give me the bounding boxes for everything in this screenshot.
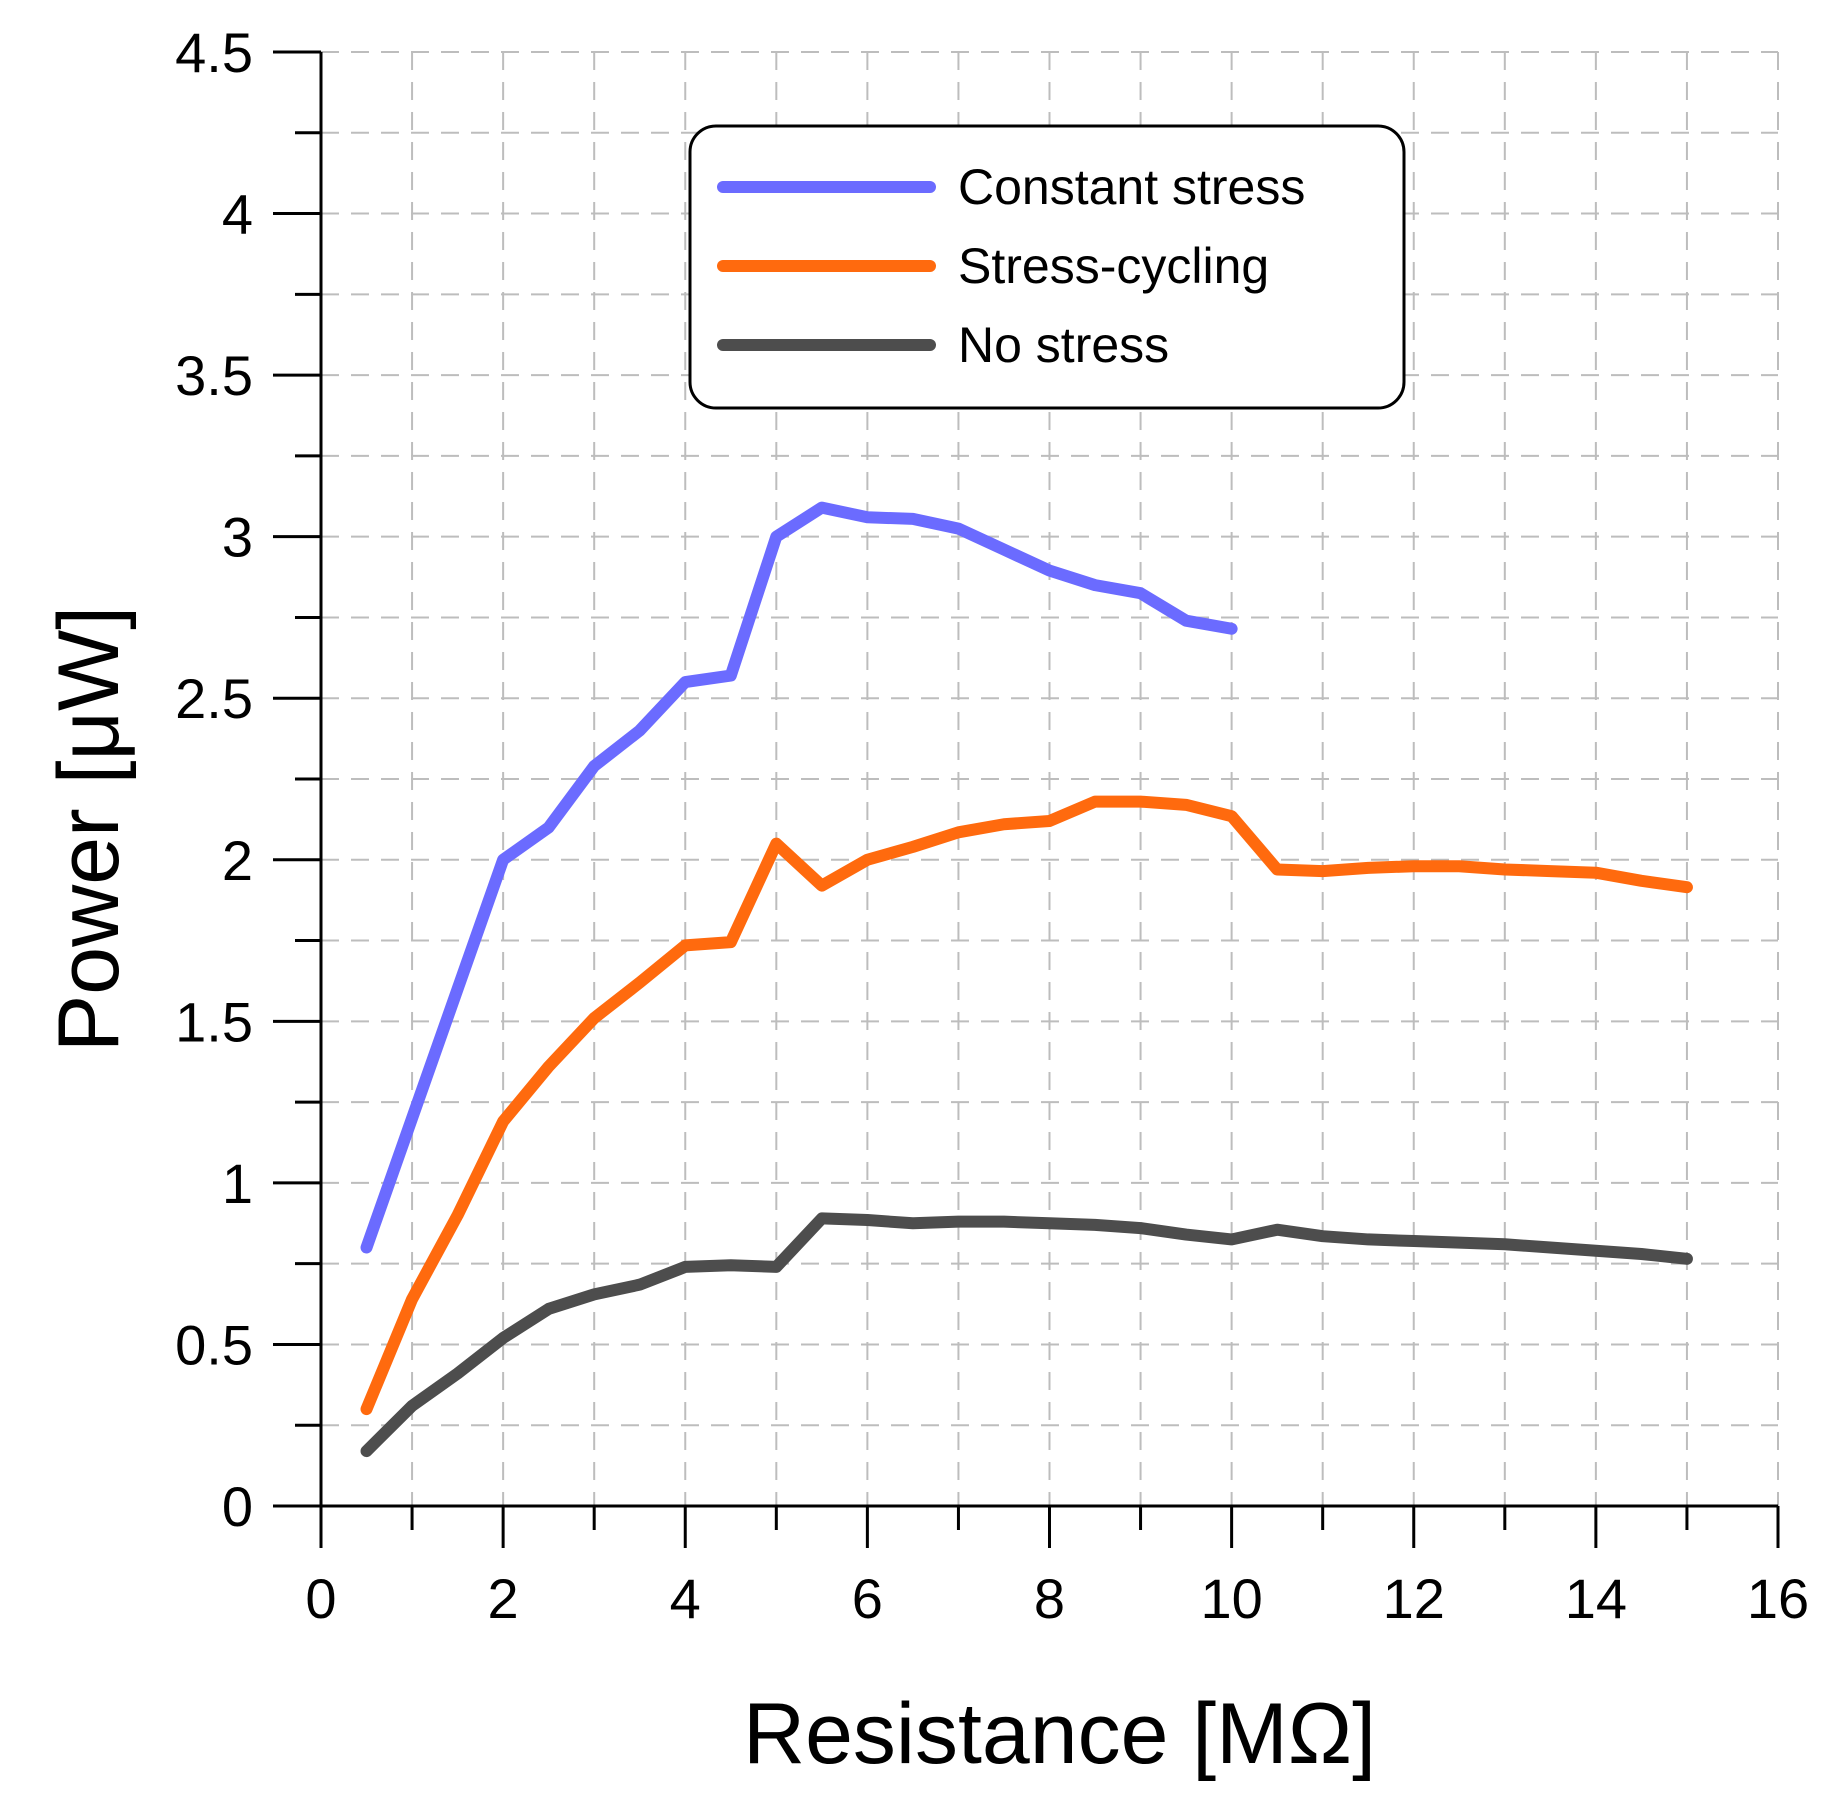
legend: Constant stress Stress-cycling No stress [688, 124, 1406, 410]
axes: 0 2 4 6 8 10 12 14 16 0 0.5 1 1.5 2 2.5 3 3.5 4 4.5 [175, 21, 1809, 1630]
legend-label: Constant stress [958, 159, 1305, 215]
series-line-no-stress [360, 1212, 1693, 1458]
y-tick-label: 2.5 [175, 667, 253, 730]
legend-label: No stress [958, 317, 1169, 373]
x-tick-label: 14 [1565, 1567, 1627, 1630]
y-tick-label: 2 [222, 829, 253, 892]
x-axis-title: Resistance [MΩ] [743, 1686, 1376, 1782]
series-line-stress-cycling [360, 795, 1693, 1416]
x-tick-label: 12 [1383, 1567, 1445, 1630]
y-tick-label: 0 [222, 1475, 253, 1538]
y-tick-label: 3 [222, 506, 253, 569]
y-tick-label: 0.5 [175, 1313, 253, 1376]
x-tick-label: 16 [1747, 1567, 1809, 1630]
legend-box [688, 124, 1406, 410]
y-tick-label: 1.5 [175, 990, 253, 1053]
x-tick-label: 2 [488, 1567, 519, 1630]
x-tick-label: 0 [305, 1567, 336, 1630]
x-tick-label: 6 [852, 1567, 883, 1630]
y-tick-label: 1 [222, 1152, 253, 1215]
x-tick-label: 4 [670, 1567, 701, 1630]
x-tick-label: 10 [1200, 1567, 1262, 1630]
y-axis-title: Power [μW] [41, 606, 137, 1052]
series-line-constant-stress [360, 501, 1238, 1254]
data-series [360, 501, 1693, 1458]
legend-label: Stress-cycling [958, 238, 1269, 294]
x-tick-label: 8 [1034, 1567, 1065, 1630]
y-tick-label: 3.5 [175, 344, 253, 407]
y-tick-label: 4 [222, 183, 253, 246]
y-tick-label: 4.5 [175, 21, 253, 84]
